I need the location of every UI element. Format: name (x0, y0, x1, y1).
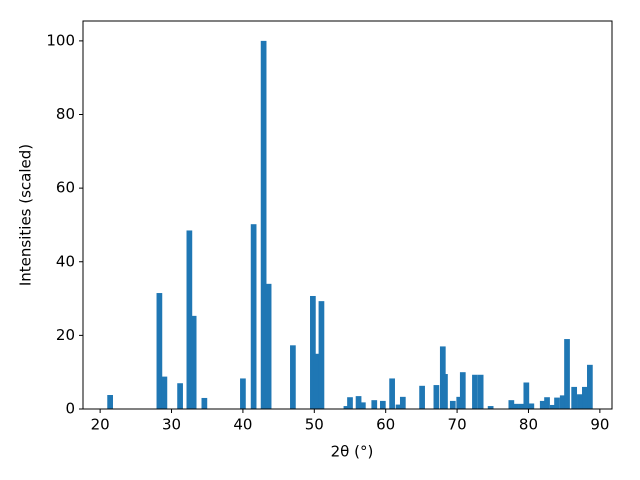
bar (190, 315, 197, 409)
bar (472, 374, 478, 409)
bar (347, 397, 353, 409)
bar (433, 385, 440, 409)
bar (201, 397, 208, 409)
bar (250, 224, 257, 409)
bar (399, 396, 406, 409)
bar (559, 395, 566, 409)
bar (290, 345, 296, 409)
bar (343, 406, 350, 409)
x-axis-label: 2θ (°) (331, 443, 374, 461)
bar (549, 404, 556, 409)
bar (508, 400, 515, 409)
bar (449, 400, 456, 409)
bar (456, 396, 463, 409)
bar (477, 374, 484, 409)
bar (318, 301, 325, 409)
bar (587, 364, 593, 409)
bar (260, 40, 267, 409)
bar (571, 386, 578, 409)
y-axis-label: Intensities (scaled) (17, 144, 35, 286)
y-tick-label: 60 (56, 179, 75, 197)
x-tick-label: 70 (448, 416, 467, 434)
bar (512, 403, 519, 409)
x-tick-label: 50 (305, 416, 324, 434)
bar (240, 378, 246, 409)
bar (359, 402, 366, 409)
bar (107, 395, 113, 409)
bar (539, 400, 546, 409)
bar (518, 403, 525, 409)
bar (313, 353, 320, 409)
bar (564, 339, 570, 409)
bar (528, 403, 535, 409)
bar (395, 404, 402, 409)
y-tick-label: 80 (56, 105, 75, 123)
bar (419, 385, 425, 409)
bar (161, 376, 168, 409)
bar (389, 378, 395, 409)
y-tick-label: 40 (56, 252, 75, 270)
bar (554, 397, 560, 409)
y-tick-label: 100 (46, 31, 75, 49)
x-tick-label: 30 (162, 416, 181, 434)
bar (523, 382, 530, 409)
x-tick-label: 60 (376, 416, 395, 434)
bar (577, 394, 583, 409)
bar (487, 406, 494, 409)
bar (544, 397, 550, 409)
bar (186, 230, 193, 409)
bar (177, 383, 183, 409)
bar (156, 293, 163, 409)
bar (442, 374, 448, 409)
y-tick-label: 20 (56, 326, 75, 344)
bar (459, 372, 466, 409)
x-tick-label: 20 (91, 416, 110, 434)
axes-frame (82, 20, 613, 410)
bar (310, 295, 316, 409)
bar (355, 396, 362, 409)
bar (379, 400, 386, 409)
x-tick-label: 90 (590, 416, 609, 434)
bar (265, 283, 272, 409)
x-tick-label: 80 (519, 416, 538, 434)
bar (371, 400, 378, 409)
y-tick-label: 0 (65, 400, 75, 418)
x-tick-label: 40 (233, 416, 252, 434)
bar (582, 386, 588, 409)
